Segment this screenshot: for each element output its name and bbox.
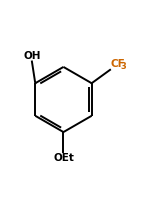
Text: CF: CF (111, 59, 126, 69)
Text: OEt: OEt (53, 153, 74, 163)
Text: 3: 3 (121, 62, 126, 71)
Text: OH: OH (23, 51, 41, 61)
